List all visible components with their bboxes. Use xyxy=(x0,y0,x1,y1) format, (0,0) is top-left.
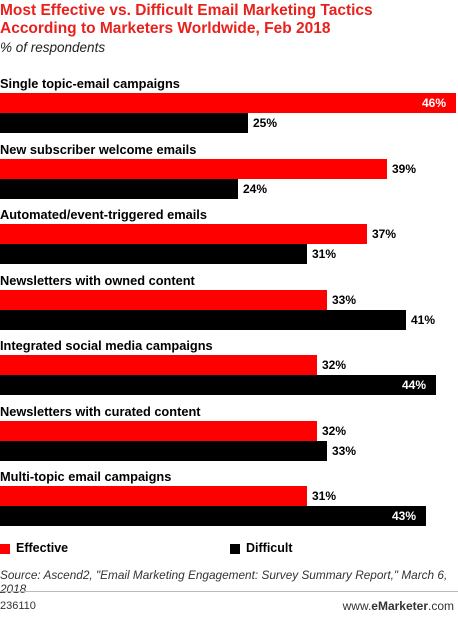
data-label: 33% xyxy=(332,292,357,307)
chart-title: Most Effective vs. Difficult Email Marke… xyxy=(0,2,373,37)
data-label: 37% xyxy=(372,227,397,241)
category-label: Newsletters with curated content xyxy=(0,403,201,419)
category-label: Newsletters with owned content xyxy=(0,272,195,288)
bar-difficult xyxy=(0,113,248,133)
data-label: 31% xyxy=(312,247,337,261)
bar-difficult xyxy=(0,375,436,395)
legend-effective-label: Effective xyxy=(16,541,69,555)
data-label: 44% xyxy=(402,378,427,392)
chart-id: 236110 xyxy=(0,600,36,612)
data-label: 43% xyxy=(392,509,417,523)
bar-effective xyxy=(0,355,317,375)
brand-link[interactable]: www.eMarketer.com xyxy=(343,599,454,613)
bar-difficult xyxy=(0,244,307,264)
category-label: New subscriber welcome emails xyxy=(0,141,197,157)
bar-effective xyxy=(0,158,387,179)
bar-difficult xyxy=(0,506,426,526)
bar-difficult xyxy=(0,309,406,330)
bar-effective xyxy=(0,486,307,506)
category-label: Multi-topic email campaigns xyxy=(0,469,172,484)
category-label: Integrated social media campaigns xyxy=(0,338,213,353)
bar-effective xyxy=(0,420,317,441)
data-label: 46% xyxy=(422,96,447,110)
brand-name: eMarketer xyxy=(371,599,428,613)
data-label: 41% xyxy=(411,312,436,327)
legend-effective-swatch xyxy=(0,544,10,554)
bar-difficult xyxy=(0,440,327,461)
footer-divider xyxy=(0,591,458,592)
data-label: 33% xyxy=(332,443,357,458)
data-label: 32% xyxy=(322,358,347,372)
legend-difficult-label: Difficult xyxy=(246,541,293,555)
bar-effective xyxy=(0,289,327,310)
data-label: 24% xyxy=(243,181,268,196)
source-note: Source: Ascend2, "Email Marketing Engage… xyxy=(0,568,448,596)
data-label: 32% xyxy=(322,423,347,438)
legend-difficult-swatch xyxy=(230,544,240,554)
bar-effective xyxy=(0,224,367,244)
data-label: 25% xyxy=(253,116,278,130)
bar-effective xyxy=(0,93,456,113)
bar-difficult xyxy=(0,178,238,199)
brand-prefix: www. xyxy=(342,599,372,613)
category-label: Single topic-email campaigns xyxy=(0,76,180,91)
chart-subtitle: % of respondents xyxy=(0,40,106,55)
brand-suffix: .com xyxy=(427,599,454,613)
category-label: Automated/event-triggered emails xyxy=(0,207,207,222)
data-label: 31% xyxy=(312,489,337,503)
data-label: 39% xyxy=(392,161,417,176)
